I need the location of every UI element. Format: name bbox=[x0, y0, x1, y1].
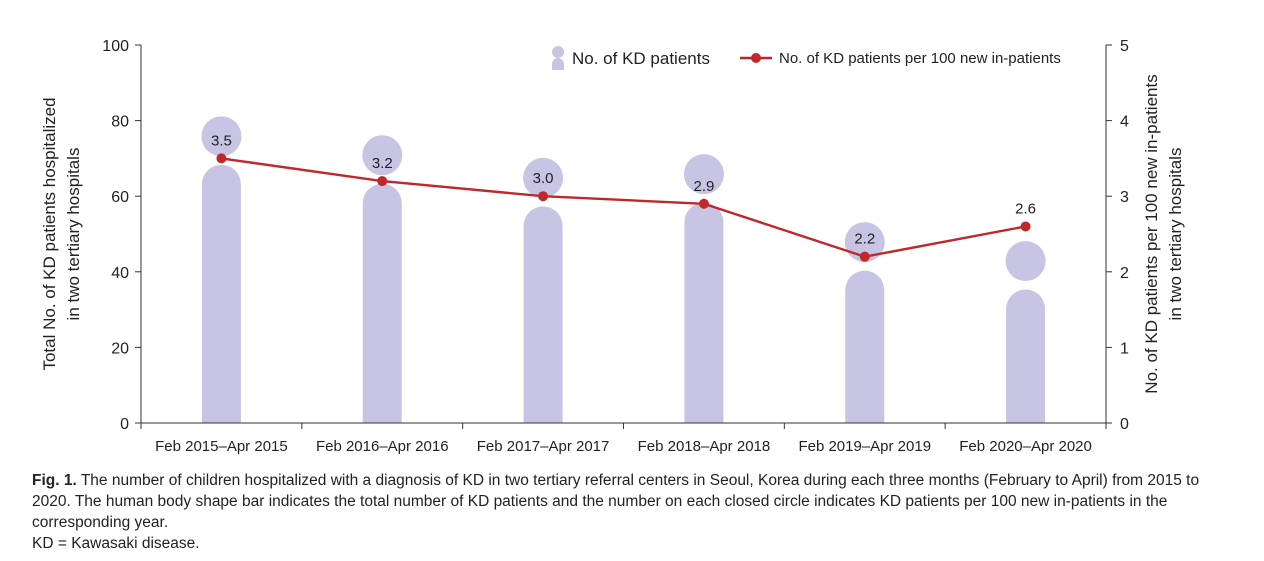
right-tick-label: 5 bbox=[1120, 38, 1129, 55]
right-tick-label: 3 bbox=[1120, 189, 1129, 206]
bar-body bbox=[362, 183, 402, 423]
left-tick-label: 100 bbox=[102, 38, 129, 55]
caption-label: Fig. 1. bbox=[32, 472, 77, 489]
right-axis-title: No. of KD patients per 100 new in-patien… bbox=[1142, 74, 1185, 393]
right-tick-label: 2 bbox=[1120, 265, 1129, 282]
legend-label-bars: No. of KD patients bbox=[572, 49, 710, 68]
left-axis-title-line: in two tertiary hospitals bbox=[64, 148, 83, 321]
x-tick-label: Feb 2016–Apr 2016 bbox=[316, 438, 449, 455]
bar-head bbox=[362, 135, 403, 176]
right-tick-label: 0 bbox=[1120, 416, 1129, 433]
line-point bbox=[538, 191, 549, 202]
bar-body bbox=[684, 202, 724, 423]
bar-body bbox=[523, 206, 563, 423]
bar-head bbox=[683, 154, 724, 195]
line-point bbox=[377, 176, 388, 187]
data-label: 3.2 bbox=[372, 155, 393, 172]
legend-person-head bbox=[552, 46, 564, 58]
legend-person-body bbox=[552, 58, 564, 70]
x-tick-label: Feb 2017–Apr 2017 bbox=[477, 438, 610, 455]
left-tick-label: 40 bbox=[111, 265, 129, 282]
chart: 0 20 40 60 80 100 0 1 2 3 4 5 Feb 2015–Apr 2015 Feb 2… bbox=[40, 38, 1185, 455]
data-label: 3.0 bbox=[533, 170, 554, 187]
x-tick-label: Feb 2015–Apr 2015 bbox=[155, 438, 288, 455]
line-point bbox=[859, 251, 870, 262]
left-tick-label: 0 bbox=[120, 416, 129, 433]
data-label: 2.6 bbox=[1015, 200, 1036, 217]
bar-head bbox=[1005, 241, 1046, 282]
x-tick-label: Feb 2020–Apr 2020 bbox=[959, 438, 1092, 455]
caption-abbreviation: KD = Kawasaki disease. bbox=[32, 535, 200, 552]
data-label: 2.2 bbox=[854, 231, 875, 248]
line-point bbox=[698, 198, 709, 209]
right-axis-title-line: No. of KD patients per 100 new in-patien… bbox=[1142, 74, 1161, 393]
data-label: 2.9 bbox=[693, 178, 714, 195]
left-axis-title-line: Total No. of KD patients hospitalized bbox=[40, 97, 59, 370]
left-tick-label: 20 bbox=[111, 340, 129, 357]
bar-body bbox=[845, 270, 885, 423]
left-axis-title: Total No. of KD patients hospitalized in … bbox=[40, 97, 83, 370]
line-point bbox=[1020, 221, 1031, 232]
legend-line-marker bbox=[751, 53, 761, 63]
bar-body bbox=[1006, 289, 1046, 423]
line-point bbox=[216, 153, 227, 164]
line-series bbox=[221, 157, 1026, 258]
figure-caption: Fig. 1. The number of children hospitali… bbox=[32, 470, 1232, 554]
right-tick-label: 4 bbox=[1120, 114, 1129, 131]
x-tick-label: Feb 2018–Apr 2018 bbox=[638, 438, 771, 455]
left-tick-label: 80 bbox=[111, 114, 129, 131]
bar-head bbox=[201, 116, 242, 157]
caption-text: The number of children hospitalized with… bbox=[32, 472, 1200, 531]
x-tick-label: Feb 2019–Apr 2019 bbox=[798, 438, 931, 455]
data-label: 3.5 bbox=[211, 132, 232, 149]
right-tick-label: 1 bbox=[1120, 340, 1129, 357]
left-tick-label: 60 bbox=[111, 189, 129, 206]
legend-label-line: No. of KD patients per 100 new in-patien… bbox=[779, 50, 1061, 67]
right-axis-title-line: in two tertiary hospitals bbox=[1166, 148, 1185, 321]
bar-body bbox=[201, 164, 241, 424]
bar-head bbox=[523, 157, 564, 198]
